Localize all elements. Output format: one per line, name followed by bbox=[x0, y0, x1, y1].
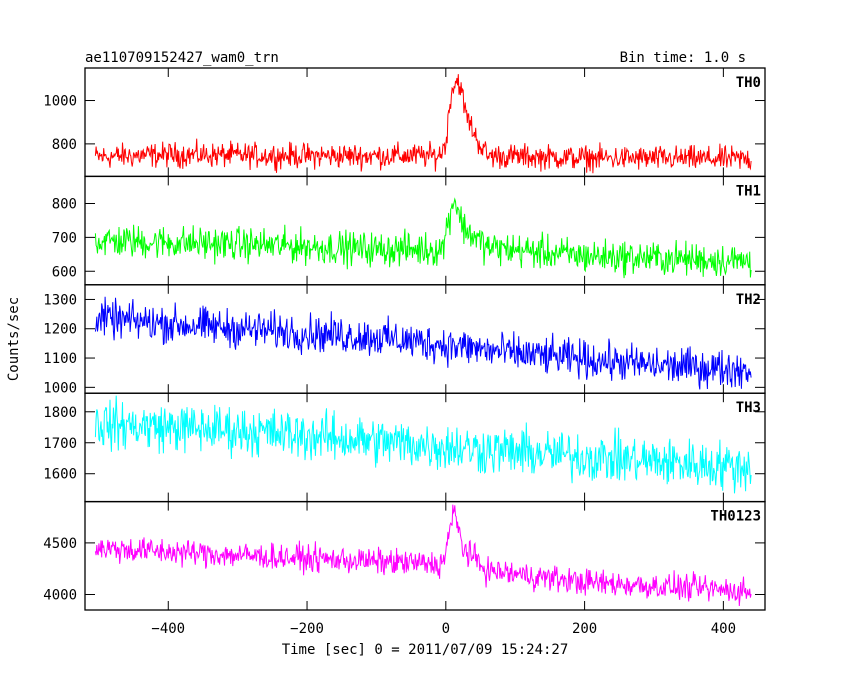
y-tick-label: 1600 bbox=[43, 467, 77, 483]
chart-title: ae110709152427_wam0_trn bbox=[85, 50, 279, 66]
y-tick-label: 700 bbox=[52, 230, 77, 246]
panel-th0123: 4000 4500 TH0123 bbox=[43, 500, 766, 611]
y-tick-label: 800 bbox=[52, 137, 77, 153]
y-tick-label: 4500 bbox=[43, 536, 77, 552]
panel-label-th0: TH0 bbox=[736, 75, 761, 91]
panel-label-th0123: TH0123 bbox=[710, 509, 761, 525]
series-line-th2 bbox=[94, 296, 752, 390]
panel-label-th2: TH2 bbox=[736, 292, 761, 308]
series-line-th0123 bbox=[94, 504, 752, 607]
panel-label-th1: TH1 bbox=[736, 183, 761, 199]
x-axis: −400 −200 0 200 400 bbox=[151, 621, 736, 637]
panel-frame bbox=[84, 175, 766, 286]
panels-group: 800 1000 TH0 600 700 800 TH1 1000 1100 1200 1300 TH… bbox=[43, 67, 766, 611]
panel-th0: 800 1000 TH0 bbox=[43, 67, 766, 178]
bin-time-label: Bin time: 1.0 s bbox=[620, 50, 746, 66]
x-tick-label: 0 bbox=[442, 621, 450, 637]
y-tick-label: 1100 bbox=[43, 351, 77, 367]
panel-label-th3: TH3 bbox=[736, 400, 761, 416]
y-tick-label: 1800 bbox=[43, 405, 77, 421]
y-tick-label: 1200 bbox=[43, 322, 77, 338]
y-tick-label: 800 bbox=[52, 197, 77, 213]
panel-th2: 1000 1100 1200 1300 TH2 bbox=[43, 284, 766, 396]
x-axis-label: Time [sec] 0 = 2011/07/09 15:24:27 bbox=[282, 642, 569, 658]
panel-frame bbox=[84, 500, 766, 611]
series-line-th3 bbox=[94, 395, 752, 494]
y-tick-label: 1000 bbox=[43, 380, 77, 396]
x-tick-label: 200 bbox=[572, 621, 597, 637]
y-tick-label: 600 bbox=[52, 264, 77, 280]
y-tick-label: 4000 bbox=[43, 588, 77, 604]
series-line-th0 bbox=[94, 74, 752, 174]
y-tick-label: 1000 bbox=[43, 94, 77, 110]
series-line-th1 bbox=[94, 197, 752, 279]
x-tick-label: −200 bbox=[290, 621, 324, 637]
panel-th1: 600 700 800 TH1 bbox=[52, 175, 766, 286]
y-tick-label: 1700 bbox=[43, 436, 77, 452]
x-tick-label: 400 bbox=[711, 621, 736, 637]
y-tick-label: 1300 bbox=[43, 292, 77, 308]
x-tick-label: −400 bbox=[151, 621, 185, 637]
y-axis-label: Counts/sec bbox=[6, 297, 22, 381]
panel-th3: 1600 1700 1800 TH3 bbox=[43, 392, 766, 503]
